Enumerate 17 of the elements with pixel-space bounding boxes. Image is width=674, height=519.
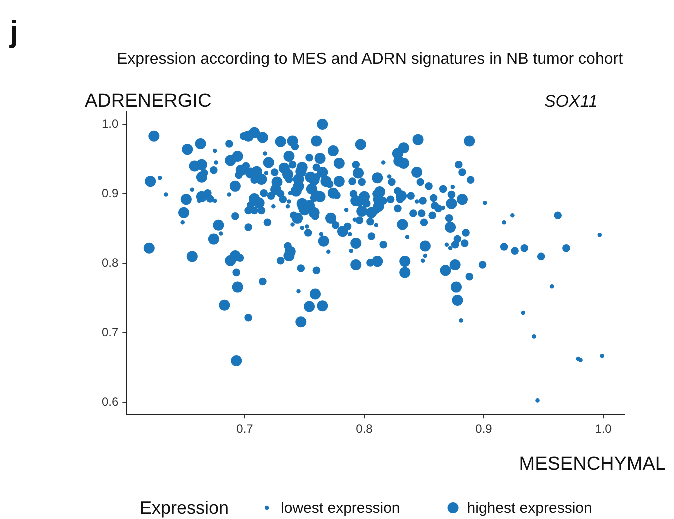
x-tick-label: 1.0	[595, 422, 612, 436]
y-axis-title: ADRENERGIC	[85, 91, 212, 112]
legend-label: highest expression	[467, 500, 592, 517]
x-axis-title: MESENCHYMAL	[519, 454, 666, 475]
x-tick-label: 0.7	[236, 422, 254, 436]
legend-label: lowest expression	[281, 500, 400, 517]
x-tick-label: 0.9	[476, 422, 493, 436]
text: j	[9, 16, 18, 49]
x-tick-label: 0.8	[356, 422, 374, 436]
chart-title: Expression according to MES and ADRN signatures in NB tumor cohort	[116, 51, 624, 68]
legend-title: Expression	[140, 498, 230, 518]
y-tick-label: 0.7	[102, 326, 119, 340]
y-tick-label: 0.6	[102, 395, 119, 410]
y-tick-label: 0.9	[102, 186, 119, 200]
chart-subtitle: SOX11	[544, 92, 598, 111]
y-tick-label: 0.8	[102, 256, 119, 270]
y-tick-label: 1.0	[102, 116, 119, 131]
